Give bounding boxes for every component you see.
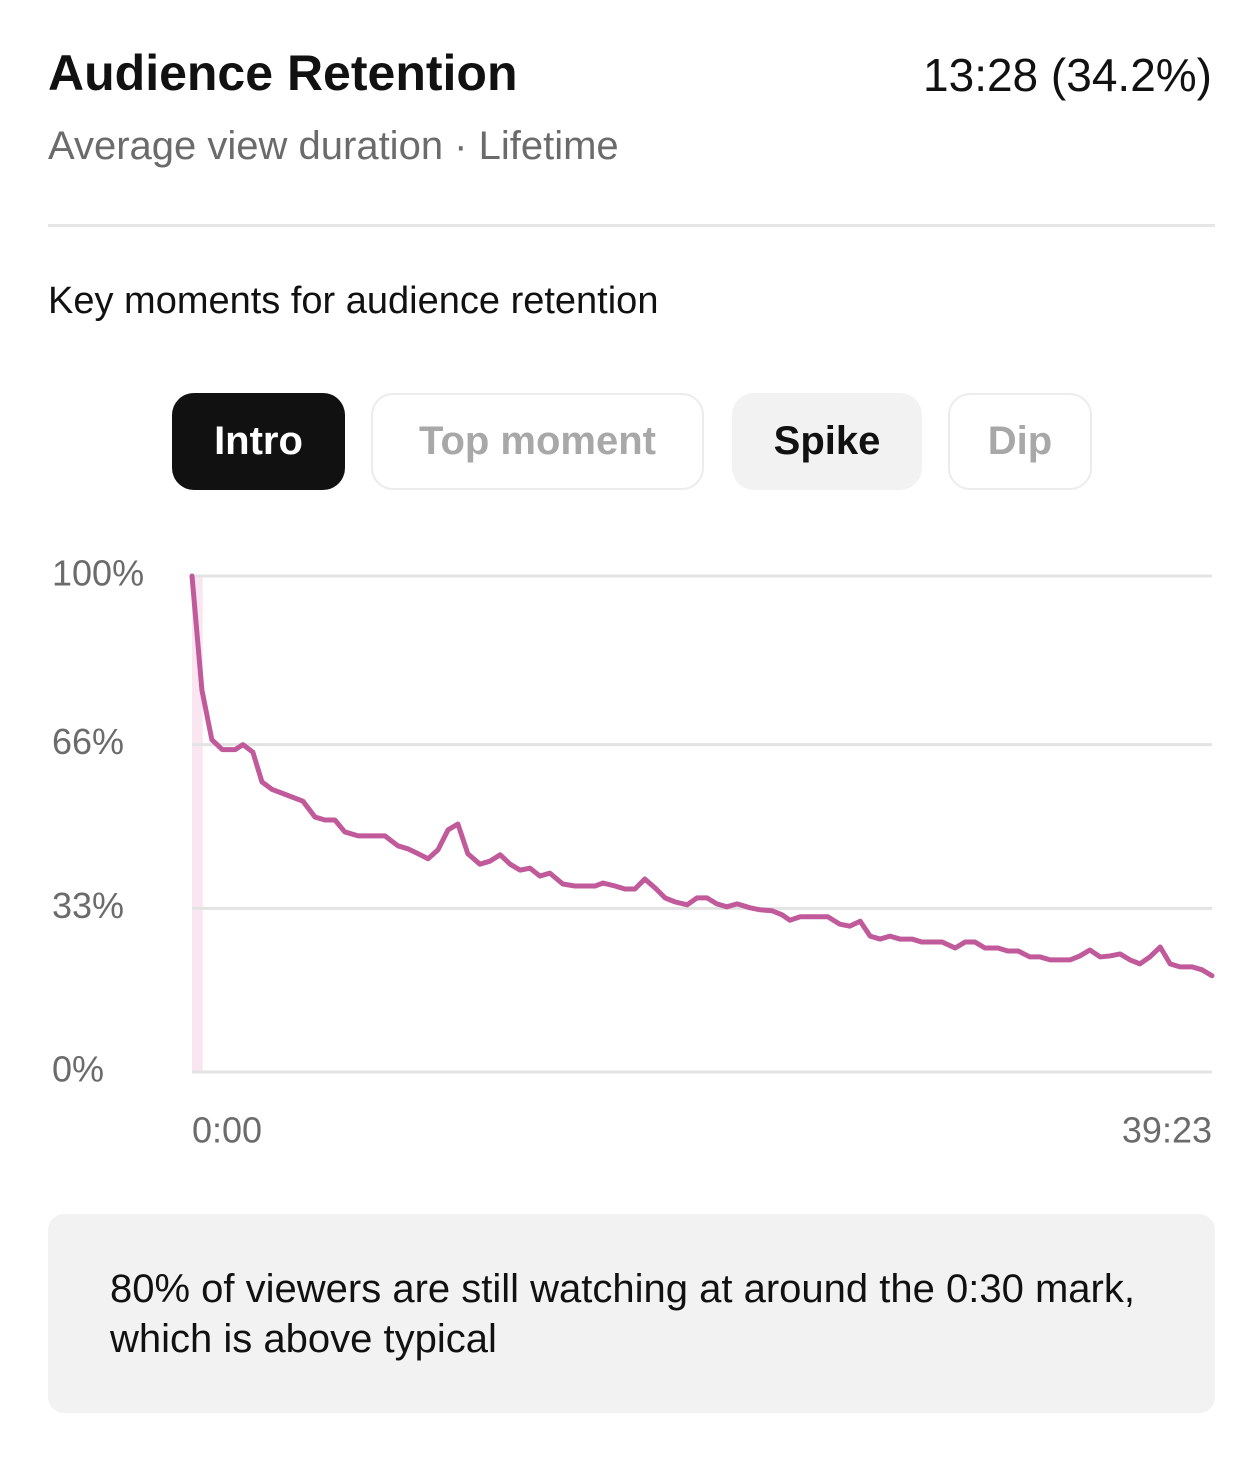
y-tick-label: 66%	[52, 721, 124, 762]
tab[interactable]: Top moment	[371, 393, 704, 490]
subtitle: Average view duration · Lifetime	[48, 124, 619, 168]
tab[interactable]: Spike	[732, 393, 922, 490]
tab[interactable]: Intro	[172, 393, 345, 490]
highlight-band	[192, 576, 203, 1072]
summary-value: 13:28 (34.2%)	[923, 49, 1212, 101]
divider	[48, 224, 1215, 227]
section-title: Key moments for audience retention	[48, 280, 659, 322]
x-tick-label: 0:00	[192, 1110, 262, 1151]
retention-line	[189, 573, 1215, 979]
title: Audience Retention	[48, 45, 518, 101]
y-tick-label: 100%	[52, 553, 144, 594]
y-tick-label: 33%	[52, 885, 124, 926]
tab[interactable]: Dip	[948, 393, 1092, 490]
insight: 80% of viewers are still watching at aro…	[48, 1214, 1215, 1413]
y-tick-label: 0%	[52, 1049, 104, 1090]
x-tick-label: 39:23	[1122, 1110, 1212, 1151]
